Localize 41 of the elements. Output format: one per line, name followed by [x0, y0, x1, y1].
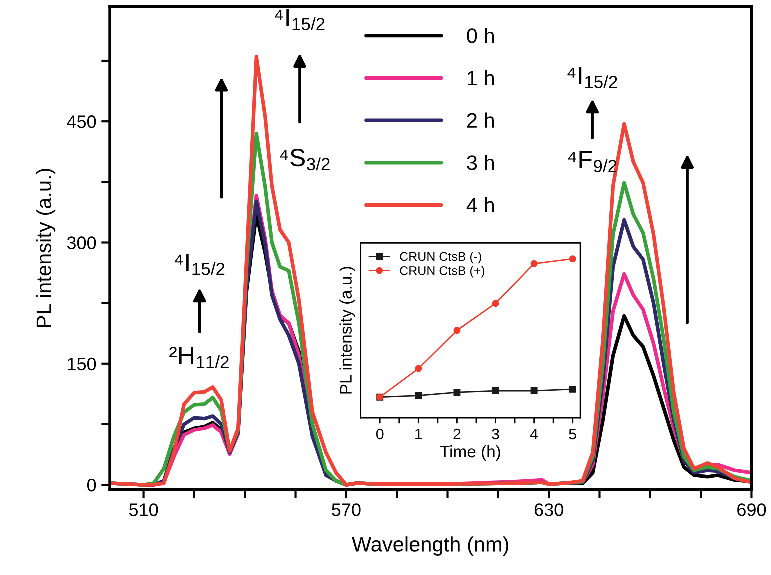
y-tick-label: 300 [67, 236, 96, 250]
y-tick-label: 150 [68, 358, 96, 371]
x-tick-label: 4 [530, 429, 538, 440]
x-axis-title: Time (h) [440, 445, 500, 461]
point [569, 386, 576, 393]
annotation: ⁴S$_{3/2}$ [280, 148, 330, 171]
x-tick-label: 570 [332, 504, 361, 516]
x-tick-label: 3 [492, 428, 500, 440]
annotation: ⁴I$_{15/2}$ [275, 9, 325, 30]
x-tick-label: 510 [129, 504, 158, 516]
x-tick-label: 0 [376, 428, 384, 440]
point [530, 388, 538, 394]
x-tick-label: 2 [454, 428, 461, 440]
x-tick-label: 690 [738, 504, 766, 516]
point [492, 388, 500, 394]
point [530, 260, 538, 268]
point [492, 300, 500, 308]
legend-label: 0 h [467, 28, 494, 44]
point [454, 389, 461, 396]
y-tick-label: 0 [87, 478, 96, 492]
point [415, 392, 422, 400]
legend-label: 4 h [466, 197, 494, 213]
legend-label: 3 h [467, 155, 494, 170]
legend-label: 2 h [467, 112, 494, 128]
legend-label: 1 h [468, 70, 494, 86]
x-tick-label: 5 [569, 429, 576, 440]
legend-label: CRUN CtsB (+) [400, 266, 485, 278]
y-axis-title: PL intensity (a.u.) [36, 169, 56, 328]
point [415, 365, 422, 372]
legend-label: CRUN CtsB (-) [400, 252, 482, 264]
y-tick-label: 450 [67, 116, 96, 128]
x-axis-title: Wavelength (nm) [352, 536, 509, 556]
y-axis-title: PL intensity (a.u.) [340, 267, 356, 394]
point [454, 327, 461, 334]
line-series [110, 55, 752, 487]
x-tick-label: 630 [534, 504, 564, 516]
annotation: ⁴I$_{15/2}$ [568, 67, 618, 88]
annotation: ⁴I$_{15/2}$ [175, 254, 225, 276]
x-tick-label: 1 [416, 429, 422, 440]
annotation: ²H$_{11/2}$ [170, 347, 229, 368]
point [569, 256, 576, 263]
